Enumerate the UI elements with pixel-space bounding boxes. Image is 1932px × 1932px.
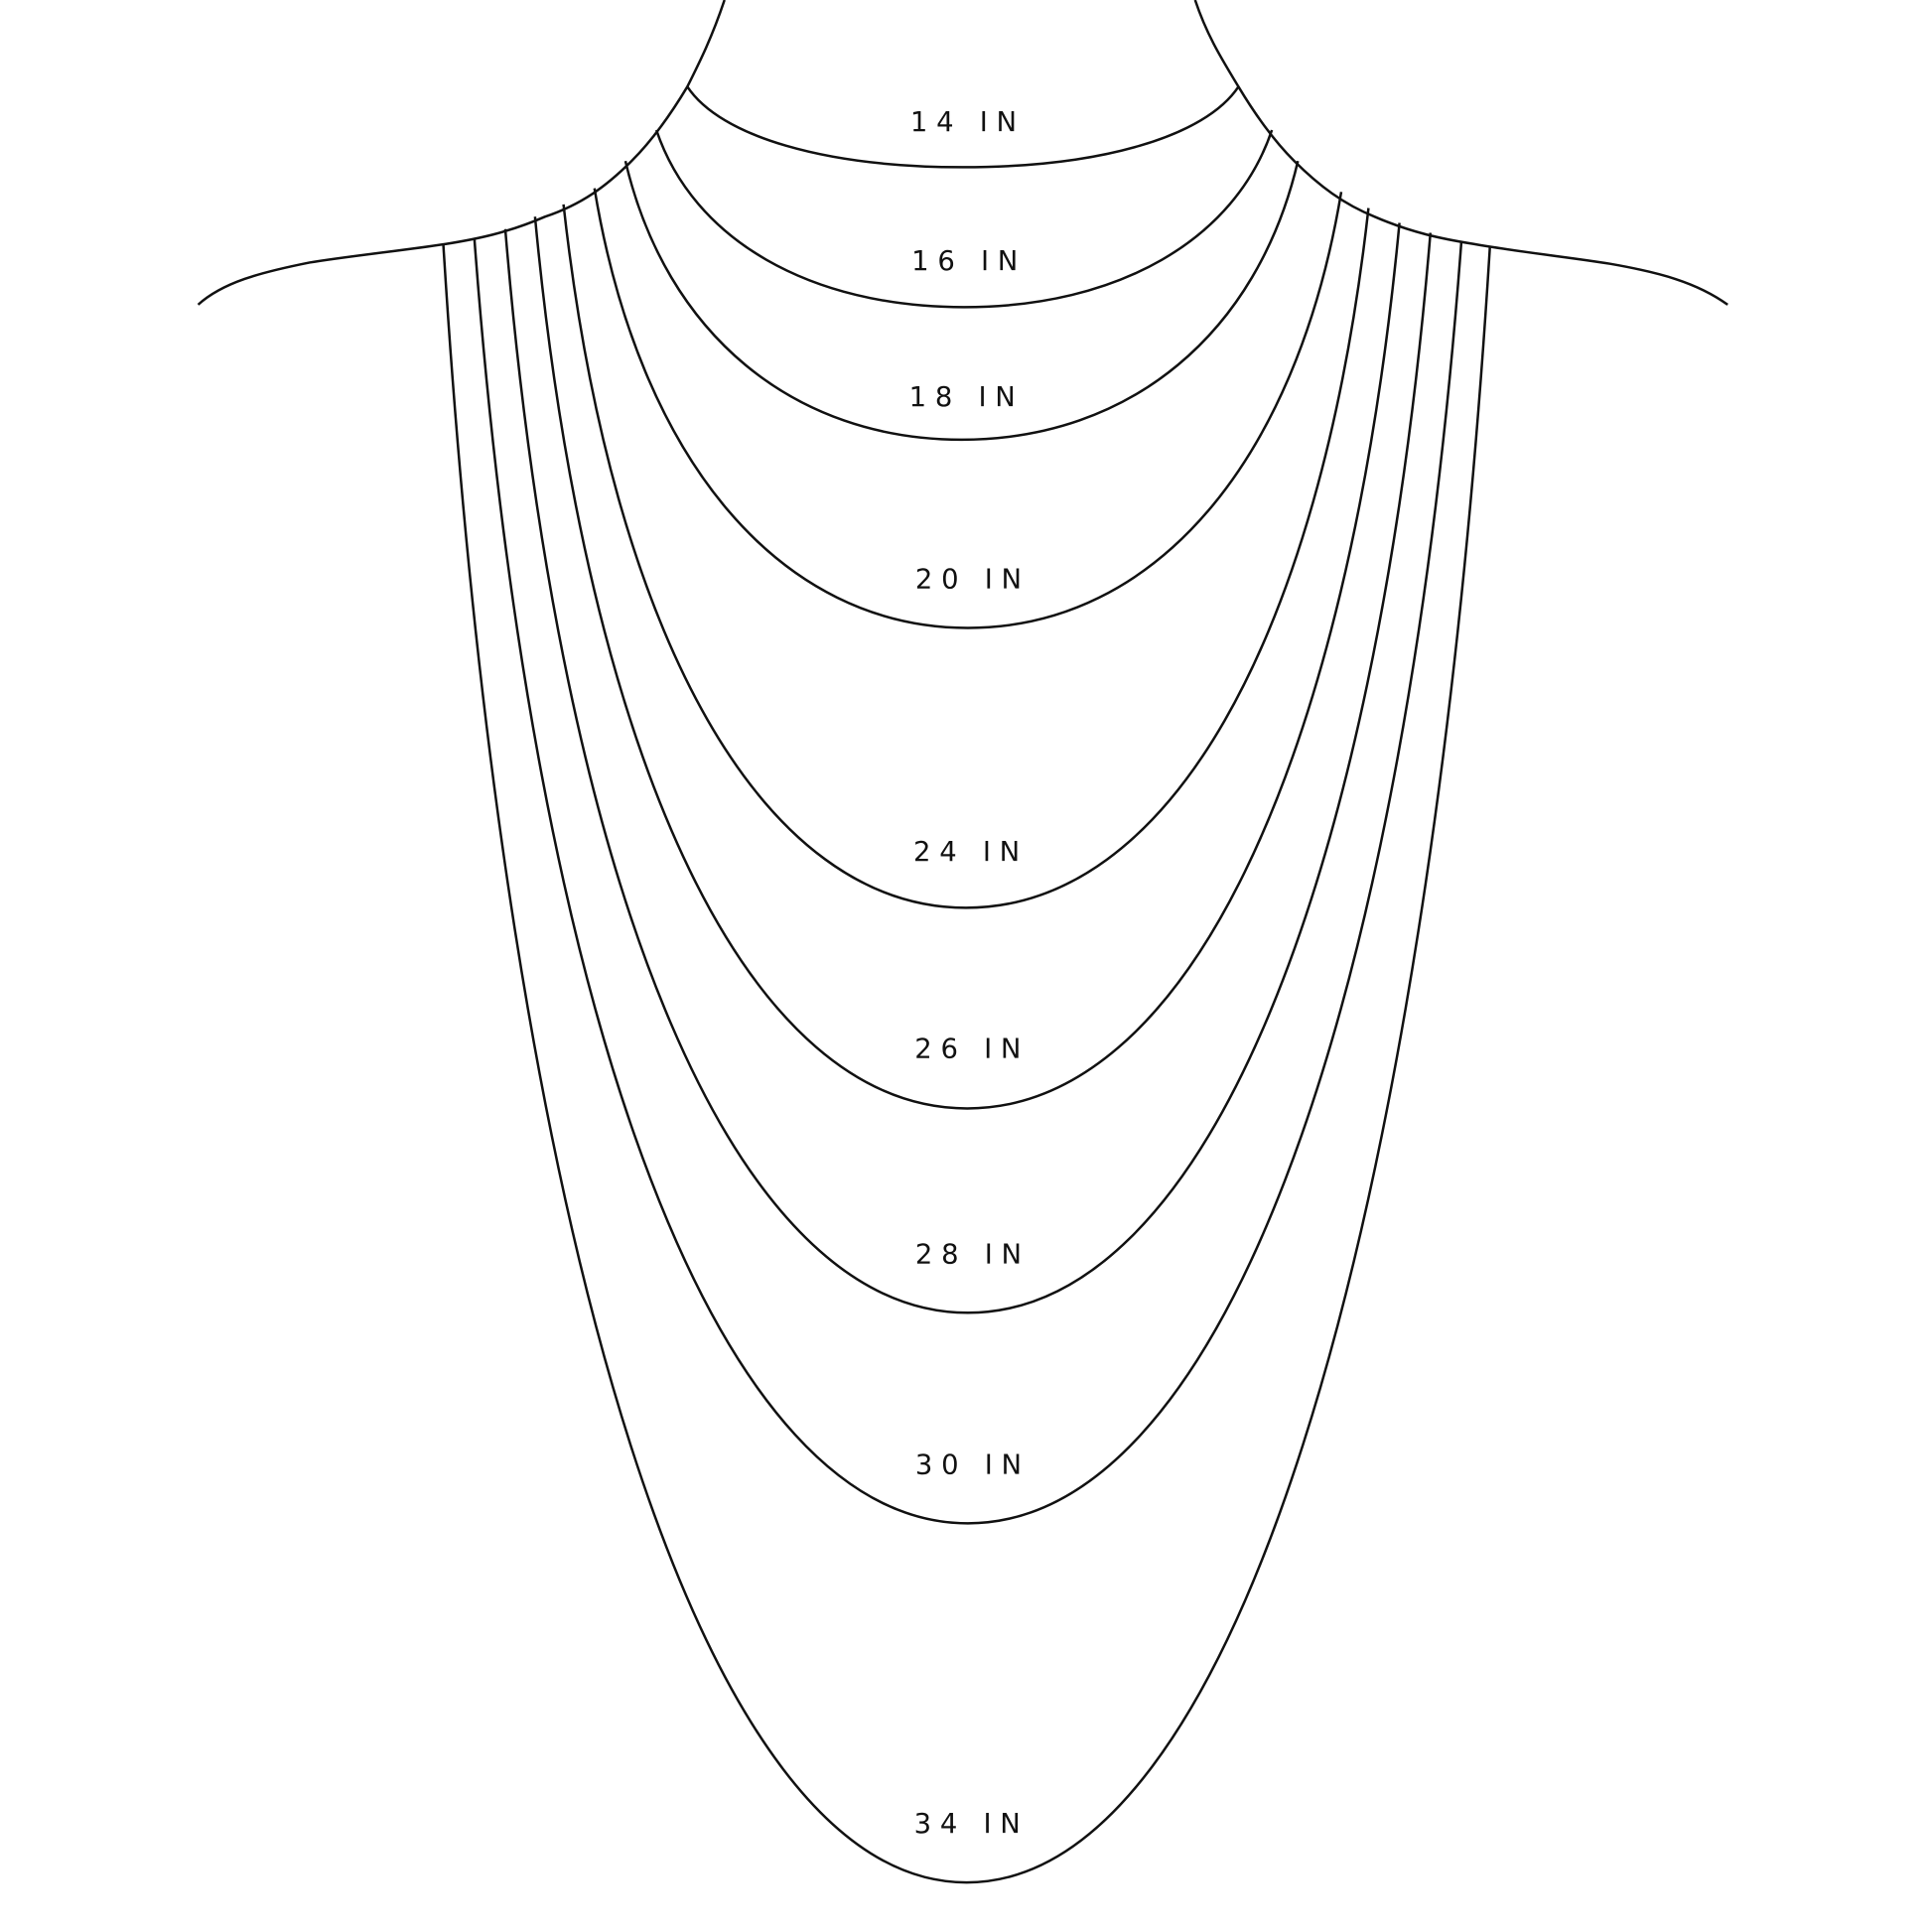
chain-label-26-in: 26 IN	[914, 1034, 1030, 1064]
chain-20-in	[593, 188, 1343, 629]
chain-28-in	[503, 228, 1433, 1314]
body-outline-left	[197, 0, 726, 306]
chain-24-in	[562, 204, 1370, 909]
chain-18-in	[623, 160, 1300, 442]
chain-30-in	[473, 237, 1463, 1525]
chain-label-24-in: 24 IN	[913, 837, 1029, 868]
chain-label-20-in: 20 IN	[915, 565, 1031, 596]
chain-label-18-in: 18 IN	[909, 382, 1025, 413]
chain-14-in	[686, 85, 1240, 169]
chain-label-34-in: 34 IN	[914, 1809, 1030, 1840]
chain-label-14-in: 14 IN	[910, 107, 1026, 138]
chain-label-30-in: 30 IN	[915, 1449, 1031, 1480]
chain-label-16-in: 16 IN	[911, 246, 1027, 277]
chain-16-in	[654, 129, 1274, 309]
chain-26-in	[533, 216, 1401, 1110]
chain-34-in	[442, 244, 1491, 1884]
chain-label-28-in: 28 IN	[915, 1239, 1031, 1270]
body-outline-right	[1193, 0, 1728, 306]
